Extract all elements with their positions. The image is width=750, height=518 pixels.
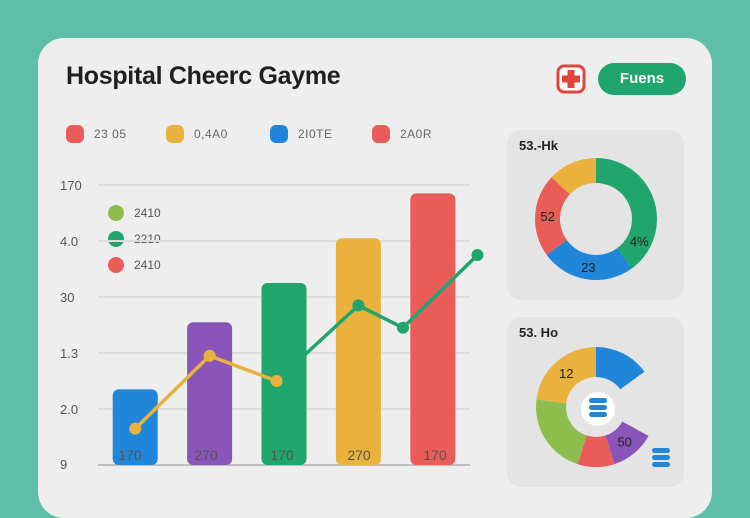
legend-swatch (270, 125, 288, 143)
legend-item: 23 05 (66, 124, 127, 144)
legend-label: 0,4A0 (194, 127, 228, 141)
y-tick-label: 170 (60, 178, 82, 193)
series-legend-item: 2410 (108, 204, 161, 222)
series-legend-dot (108, 231, 124, 247)
x-tick-label: 170 (270, 447, 294, 463)
donut-panel-top: 53.-Hk (507, 130, 684, 300)
donut-panel-bottom: 53. Ho (507, 317, 684, 487)
donut-title: 53. Ho (519, 325, 559, 340)
legend-swatch (66, 125, 84, 143)
legend-item: 0,4A0 (166, 124, 228, 144)
legend-label: 2I0TE (298, 127, 333, 141)
series-legend-item: 2410 (108, 256, 161, 274)
legend-item: 2A0R (372, 124, 432, 144)
y-tick-label: 9 (60, 457, 68, 472)
page-title: Hospital Cheerc Gayme (66, 62, 341, 90)
legend-swatch (372, 125, 390, 143)
series-legend-item: 2210 (108, 230, 161, 248)
x-tick-label: 170 (423, 447, 447, 463)
donut-title: 53.-Hk (519, 138, 559, 153)
x-tick-label: 270 (194, 447, 218, 463)
y-tick-label: 4.0 (60, 234, 79, 249)
series-legend-label: 2410 (134, 258, 161, 272)
series-legend-dot (108, 205, 124, 221)
y-tick-label: 30 (60, 290, 75, 305)
legend-label: 2A0R (400, 127, 433, 141)
fuens-button[interactable]: Fuens (598, 63, 686, 95)
x-tick-label: 270 (347, 447, 371, 463)
series-legend-label: 2210 (134, 232, 161, 246)
series-legend-dot (108, 257, 124, 273)
y-tick-label: 2.0 (60, 402, 79, 417)
hospital-cross-icon (556, 64, 586, 94)
y-tick-label: 1.3 (60, 346, 79, 361)
series-legend-label: 2410 (134, 206, 161, 220)
x-tick-label: 170 (118, 447, 142, 463)
legend-label: 23 05 (94, 127, 127, 141)
legend-item: 2I0TE (270, 124, 333, 144)
legend-swatch (166, 125, 184, 143)
